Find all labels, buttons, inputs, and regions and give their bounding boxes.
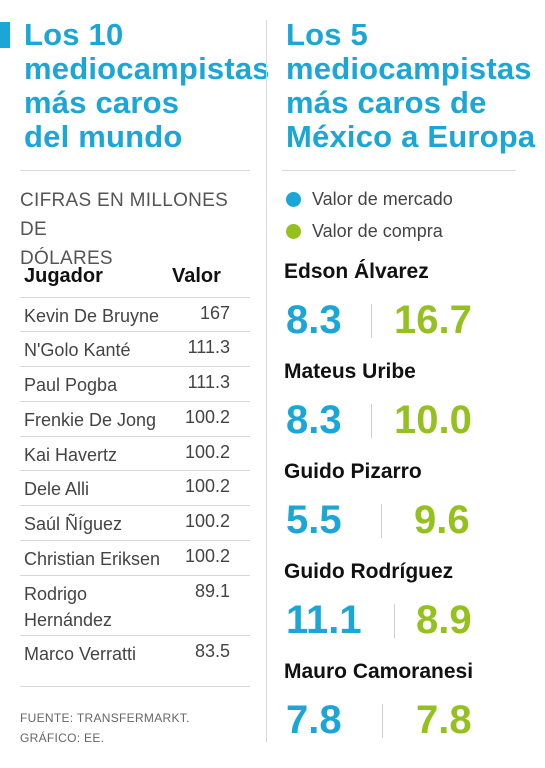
right-title-line: Los 5 <box>286 17 368 52</box>
purchase-value: 10.0 <box>394 398 472 442</box>
player-block: Mateus Uribe 8.3 10.0 <box>284 358 534 446</box>
market-value: 5.5 <box>286 498 342 542</box>
left-title-line: más caros <box>24 85 180 120</box>
purchase-value: 16.7 <box>394 298 472 342</box>
player-name: Christian Eriksen <box>24 549 161 569</box>
player-block: Mauro Camoranesi 7.8 7.8 <box>284 658 534 746</box>
player-name: Edson Álvarez <box>284 260 429 283</box>
table-row: Rodrigo Hernández 89.1 <box>20 575 250 635</box>
player-name: Marco Verratti <box>24 644 137 664</box>
player-value: 100.2 <box>184 546 230 566</box>
market-value: 11.1 <box>286 598 362 642</box>
player-figures: 11.1 8.9 <box>284 596 534 646</box>
player-value: 100.2 <box>184 407 230 427</box>
player-name: Frenkie De Jong <box>24 410 157 430</box>
source-line: GRÁFICO: EE. <box>20 731 105 745</box>
purchase-value: 7.8 <box>416 698 472 742</box>
table-row: Frenkie De Jong 100.2 <box>20 401 250 436</box>
player-name: Saúl Ñíguez <box>24 514 123 534</box>
purchase-value: 9.6 <box>414 498 470 542</box>
legend-item-market: Valor de mercado <box>286 186 536 218</box>
legend-label-market: Valor de mercado <box>312 189 453 209</box>
player-figures: 7.8 7.8 <box>284 696 534 746</box>
player-name: Dele Alli <box>24 479 90 499</box>
figure-separator <box>371 404 372 438</box>
player-value: 167 <box>199 303 230 323</box>
player-value: 89.1 <box>194 581 230 601</box>
player-block: Edson Álvarez 8.3 16.7 <box>284 258 534 346</box>
player-value-table: Kevin De Bruyne 167 N'Golo Kanté 111.3 Paul … <box>20 297 250 669</box>
player-name: Mateus Uribe <box>284 360 416 383</box>
source-note: FUENTE: TRANSFERMARKT. GRÁFICO: EE. <box>20 708 190 748</box>
column-divider <box>266 20 267 742</box>
right-title: Los 5 mediocampistas más caros de México… <box>286 18 541 154</box>
table-row: N'Golo Kanté 111.3 <box>20 331 250 366</box>
market-value: 8.3 <box>286 398 342 442</box>
blue-dot-icon <box>286 192 301 207</box>
left-title: Los 10 mediocampistas más caros del mund… <box>24 18 274 154</box>
left-title-divider <box>20 170 250 171</box>
green-dot-icon <box>286 224 301 239</box>
player-name: N'Golo Kanté <box>24 340 131 360</box>
units-note: CIFRAS EN MILLONES DE DÓLARES <box>20 186 260 273</box>
legend-label-purchase: Valor de compra <box>312 221 443 241</box>
player-block: Guido Rodríguez 11.1 8.9 <box>284 558 534 646</box>
source-line: FUENTE: TRANSFERMARKT. <box>20 711 190 725</box>
table-row: Kevin De Bruyne 167 <box>20 297 250 331</box>
right-title-line: mediocampistas <box>286 51 532 86</box>
right-title-line: más caros de <box>286 85 487 120</box>
left-title-line: Los 10 <box>24 17 124 52</box>
column-header-player: Jugador <box>24 265 103 287</box>
left-title-line: del mundo <box>24 119 183 154</box>
player-value: 111.3 <box>187 372 230 392</box>
player-value: 111.3 <box>187 337 230 357</box>
table-row: Paul Pogba 111.3 <box>20 366 250 401</box>
right-title-line: México a Europa <box>286 119 536 154</box>
player-name: Paul Pogba <box>24 375 118 395</box>
player-value: 100.2 <box>184 511 230 531</box>
player-name: Kai Havertz <box>24 445 118 465</box>
player-figures: 8.3 16.7 <box>284 296 534 346</box>
table-row: Kai Havertz 100.2 <box>20 436 250 470</box>
table-row: Christian Eriksen 100.2 <box>20 540 250 575</box>
player-figures: 5.5 9.6 <box>284 496 534 546</box>
table-row: Saúl Ñíguez 100.2 <box>20 505 250 540</box>
purchase-value: 8.9 <box>416 598 472 642</box>
legend-item-purchase: Valor de compra <box>286 218 536 250</box>
right-title-divider <box>282 170 516 171</box>
table-bottom-divider <box>20 686 250 687</box>
figure-separator <box>371 304 372 338</box>
player-figures: 8.3 10.0 <box>284 396 534 446</box>
player-block: Guido Pizarro 5.5 9.6 <box>284 458 534 546</box>
player-name: Rodrigo Hernández <box>24 584 113 630</box>
player-name: Guido Rodríguez <box>284 560 454 583</box>
player-name: Kevin De Bruyne <box>24 306 160 326</box>
legend: Valor de mercado Valor de compra <box>286 186 536 250</box>
player-name: Guido Pizarro <box>284 460 422 483</box>
player-value: 83.5 <box>194 641 230 661</box>
market-value: 8.3 <box>286 298 342 342</box>
player-value: 100.2 <box>184 442 230 462</box>
left-title-line: mediocampistas <box>24 51 270 86</box>
table-row: Dele Alli 100.2 <box>20 470 250 505</box>
table-header: Jugador Valor <box>24 265 250 295</box>
player-value: 100.2 <box>184 476 230 496</box>
column-header-value: Valor <box>172 265 221 287</box>
market-value: 7.8 <box>286 698 342 742</box>
units-note-line: DÓLARES <box>20 248 113 269</box>
units-note-line: CIFRAS EN MILLONES DE <box>20 190 229 240</box>
title-accent-bar <box>0 22 10 48</box>
figure-separator <box>382 704 383 738</box>
player-name: Mauro Camoranesi <box>284 660 474 683</box>
figure-separator <box>381 504 382 538</box>
table-row: Marco Verratti 83.5 <box>20 635 250 669</box>
figure-separator <box>394 604 395 638</box>
